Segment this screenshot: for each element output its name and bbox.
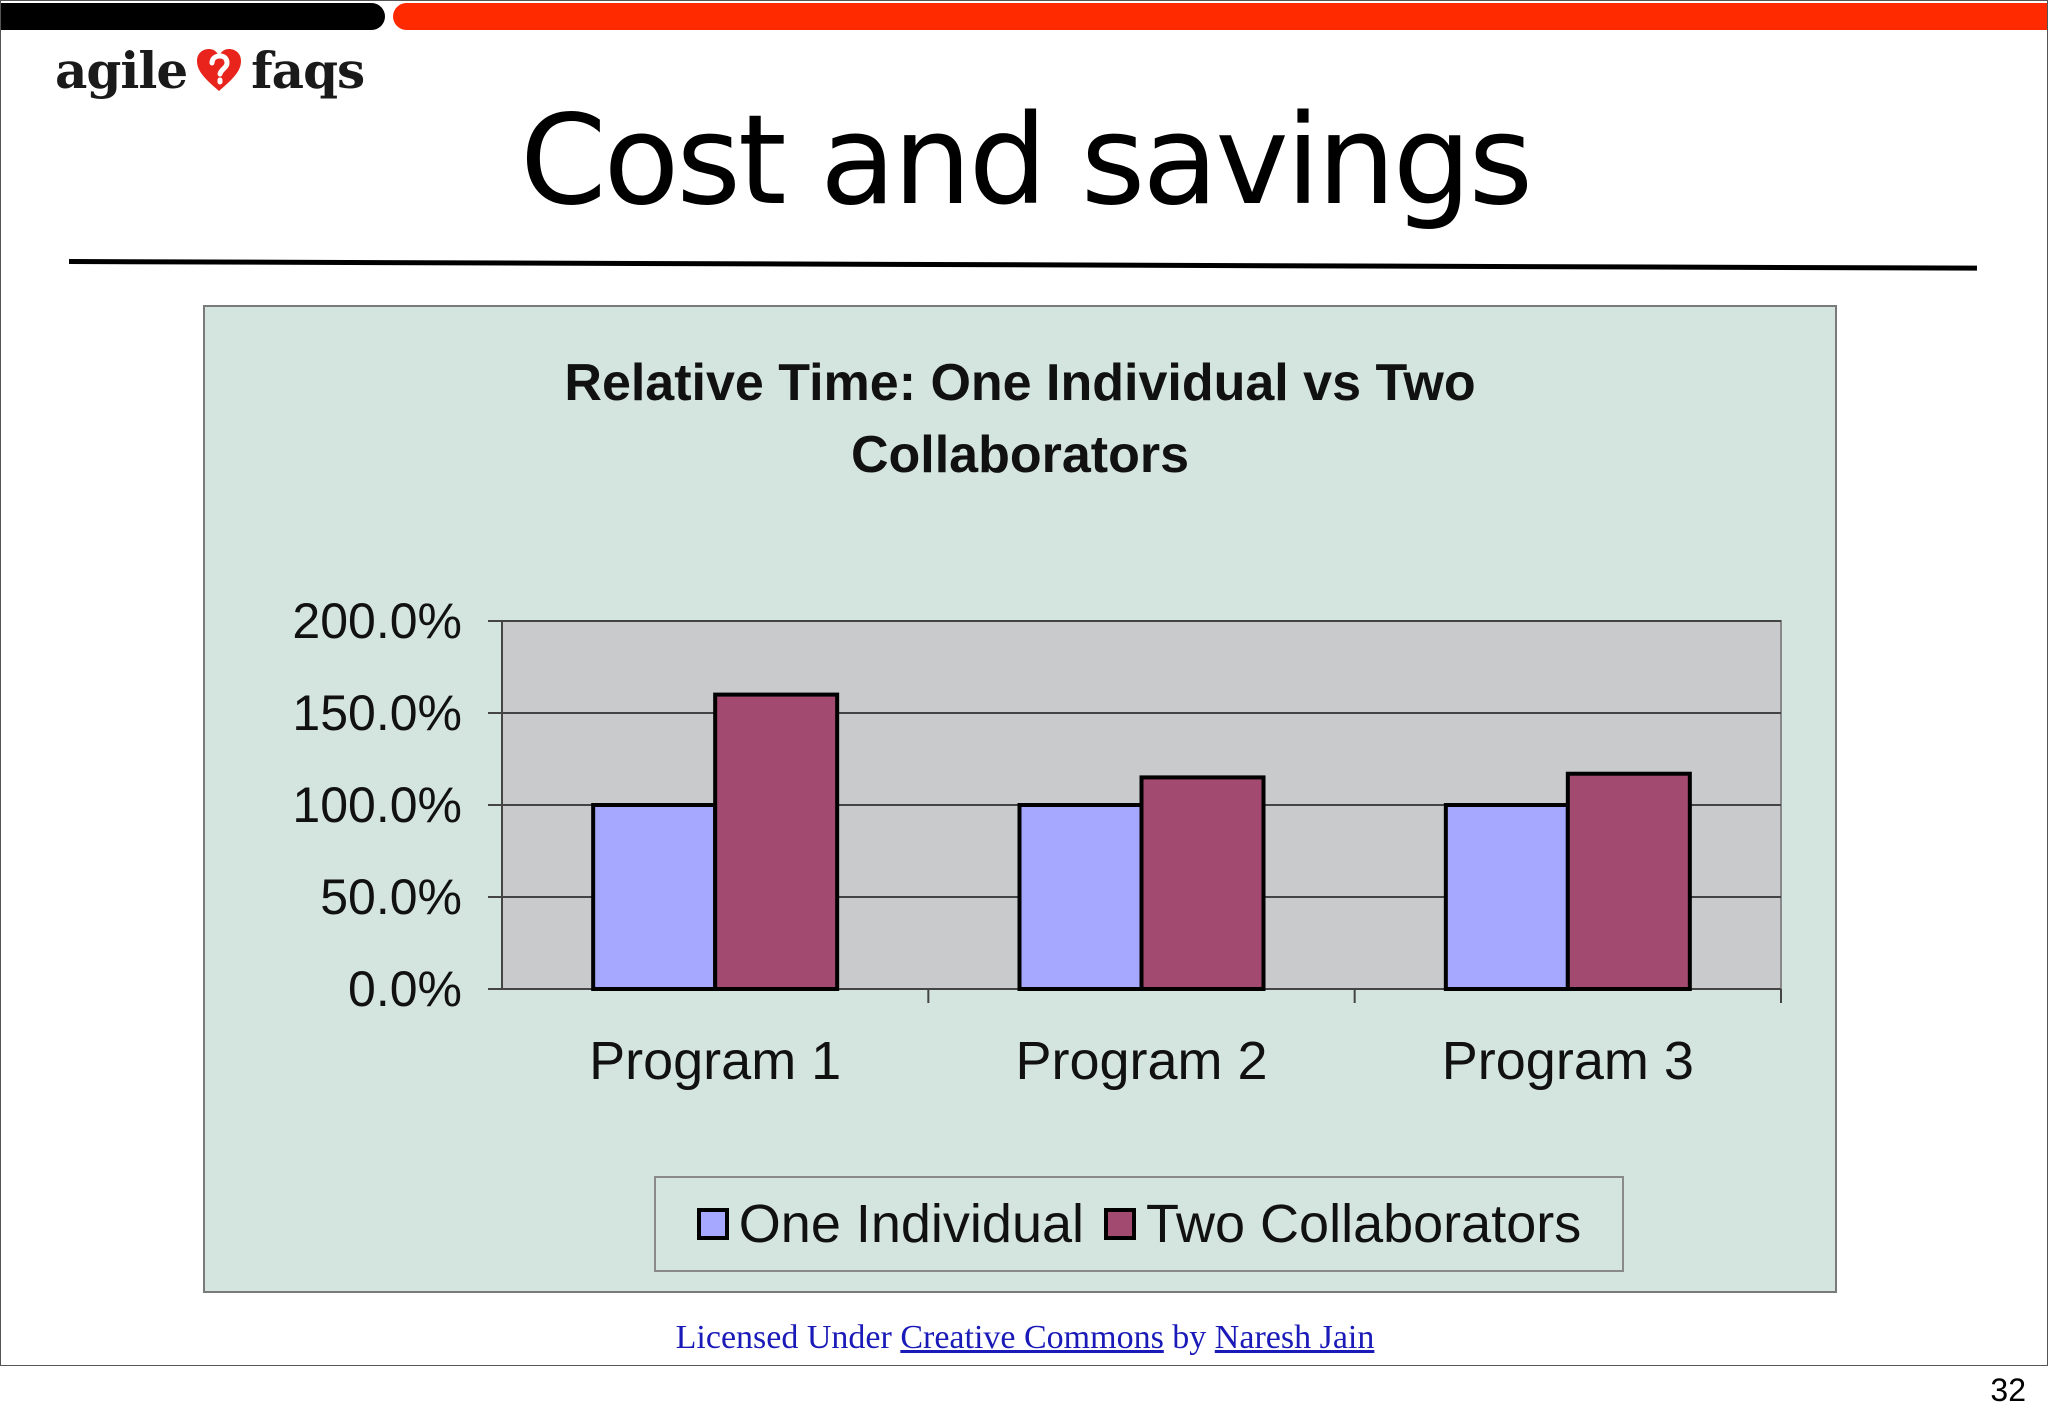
chart-title-line1: Relative Time: One Individual vs Two [564,354,1476,412]
legend-item-two-collaborators: Two Collaborators [1104,1193,1581,1255]
y-tick-label: 200.0% [292,593,462,649]
y-tick-label: 0.0% [348,961,462,1017]
logo-heart-icon [197,48,242,91]
logo-text-right: faqs [251,41,365,100]
chart-title-line2: Collaborators [850,426,1190,484]
slide-title: Cost and savings [519,89,1533,233]
header-bar-red [393,3,2047,30]
bar-two-collaborators-3 [1565,771,1692,991]
x-tick-label: Program 2 [1015,1031,1267,1091]
y-tick-label: 150.0% [292,685,462,741]
bar-two-collaborators-1 [713,692,840,991]
license-by: by [1172,1319,1207,1356]
page-number: 32 [1990,1372,2026,1408]
license-credit: Licensed Under Creative Commons by Nares… [1,1319,2047,1357]
bar-one-individual-2 [1017,803,1144,991]
bar-chart-plot: 0.0% 50.0% 100.0% 150.0% 200.0% Program 1 Prog… [292,593,1782,1091]
title-divider [68,259,1977,271]
bar-one-individual-3 [1443,803,1570,991]
y-tick-label: 50.0% [320,869,462,925]
legend-swatch-two-collaborators [1104,1208,1137,1240]
chart-legend: One Individual Two Collaborators [654,1176,1624,1272]
bar-one-individual-1 [591,803,718,991]
legend-label-two-collaborators: Two Collaborators [1146,1194,1582,1254]
agile-faqs-logo: agile faqs [55,41,365,100]
x-tick-label: Program 1 [589,1031,841,1091]
logo-text-left: agile [55,41,188,100]
author-link[interactable]: Naresh Jain [1214,1319,1375,1356]
legend-label-one-individual: One Individual [738,1194,1085,1254]
legend-item-one-individual: One Individual [696,1193,1085,1255]
slide: agile faqs Cost and savings Relative Tim… [0,0,2048,1366]
x-tick-label: Program 3 [1442,1031,1694,1091]
chart-container: Relative Time: One Individual vs Two Col… [203,305,1837,1293]
license-prefix: Licensed Under [675,1319,892,1356]
creative-commons-link[interactable]: Creative Commons [900,1319,1164,1356]
y-tick-label: 100.0% [292,777,462,833]
legend-swatch-one-individual [696,1208,729,1240]
header-bar-black [1,3,385,30]
bar-two-collaborators-2 [1139,775,1266,991]
chart-title: Relative Time: One Individual vs Two Col… [205,347,1835,491]
